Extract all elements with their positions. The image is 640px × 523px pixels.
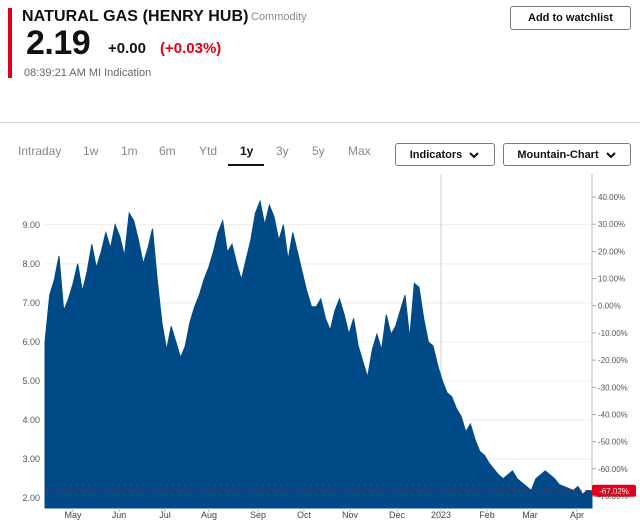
x-tick-label: May [64, 510, 82, 520]
quote-time: 08:39:21 AM [24, 67, 86, 79]
y-tick-label: 9.00 [22, 220, 40, 230]
x-tick-label: Sep [250, 510, 266, 520]
x-tick-label: Oct [297, 510, 312, 520]
y-tick-label: 4.00 [22, 415, 40, 425]
tab-intraday[interactable]: Intraday [18, 144, 62, 158]
y-tick-label: 6.00 [22, 337, 40, 347]
x-tick-label: Mar [522, 510, 538, 520]
y-tick-label: 3.00 [22, 454, 40, 464]
last-price: 2.19 [26, 24, 91, 62]
x-tick-label: Feb [479, 510, 495, 520]
chevron-down-icon [605, 151, 616, 158]
add-to-watchlist-button[interactable]: Add to watchlist [510, 6, 631, 30]
price-chart-svg[interactable]: -67.02% 2.00 3.00 4.00 5.00 6.00 7.00 8.00 9.00… [0, 170, 640, 523]
x-tick-label: Aug [201, 510, 217, 520]
price-change: +0.00 [108, 40, 146, 57]
tab-6m[interactable]: 6m [159, 144, 176, 158]
y2-tick-label: 20.00% [598, 247, 625, 256]
y2-tick-label: 40.00% [598, 193, 625, 202]
y2-tick-label: -10.00% [598, 329, 628, 338]
y2-tick-label: 30.00% [598, 220, 625, 229]
tab-1m[interactable]: 1m [121, 144, 138, 158]
instrument-title: NATURAL GAS (HENRY HUB) [22, 8, 249, 25]
chart-type-label: Mountain-Chart [517, 148, 599, 161]
accent-bar [8, 8, 12, 78]
section-divider [0, 122, 640, 123]
y-tick-label: 5.00 [22, 376, 40, 386]
y-tick-label: 7.00 [22, 298, 40, 308]
quote-source: MI Indication [88, 67, 152, 79]
x-tick-label: Apr [570, 510, 584, 520]
tab-5y[interactable]: 5y [312, 144, 325, 158]
y-tick-label: 8.00 [22, 259, 40, 269]
y-axis-right: 40.00% 30.00% 20.00% 10.00% 0.00% -10.00% -20.… [592, 193, 628, 501]
tab-1w[interactable]: 1w [83, 144, 99, 158]
y-axis-left: 2.00 3.00 4.00 5.00 6.00 7.00 8.00 9.00 [22, 220, 40, 503]
tab-3y[interactable]: 3y [276, 144, 289, 158]
active-tab-indicator [228, 164, 264, 166]
last-value-badge [592, 484, 636, 497]
y2-tick-label: -20.00% [598, 356, 628, 365]
price-change-percent: (+0.03%) [160, 40, 222, 57]
last-value-label: -67.02% [599, 487, 629, 496]
chart-area-layer: -67.02% [44, 199, 636, 509]
y2-tick-label: -30.00% [598, 383, 628, 392]
chevron-down-icon [469, 151, 479, 158]
y2-tick-label: -50.00% [598, 438, 628, 447]
y2-tick-label: -60.00% [598, 465, 628, 474]
indicators-dropdown[interactable]: Indicators [395, 143, 495, 166]
y2-tick-label: 10.00% [598, 275, 625, 284]
y2-tick-label: 0.00% [598, 302, 621, 311]
price-area [44, 199, 593, 509]
instrument-category: Commodity [251, 11, 307, 23]
indicators-label: Indicators [409, 148, 463, 161]
x-tick-label: Jul [159, 510, 171, 520]
tab-max[interactable]: Max [348, 144, 371, 158]
y2-tick-label: -40.00% [598, 410, 628, 419]
chart-type-dropdown[interactable]: Mountain-Chart [503, 143, 631, 166]
x-tick-label: Jun [112, 510, 127, 520]
x-axis: May Jun Jul Aug Sep Oct Nov Dec 2023 Feb Mar Apr [64, 508, 584, 520]
y2-tick-label: -70.00% [598, 492, 628, 501]
quote-timestamp: 08:39:21 AM MI Indication [24, 67, 151, 79]
y-tick-label: 2.00 [22, 493, 40, 503]
x-tick-label: Nov [342, 510, 359, 520]
tab-ytd[interactable]: Ytd [199, 144, 218, 158]
x-tick-label: 2023 [431, 510, 451, 520]
x-tick-label: Dec [389, 510, 406, 520]
price-chart[interactable]: -67.02% 2.00 3.00 4.00 5.00 6.00 7.00 8.00 9.00… [0, 170, 640, 523]
tab-1y[interactable]: 1y [240, 144, 254, 158]
